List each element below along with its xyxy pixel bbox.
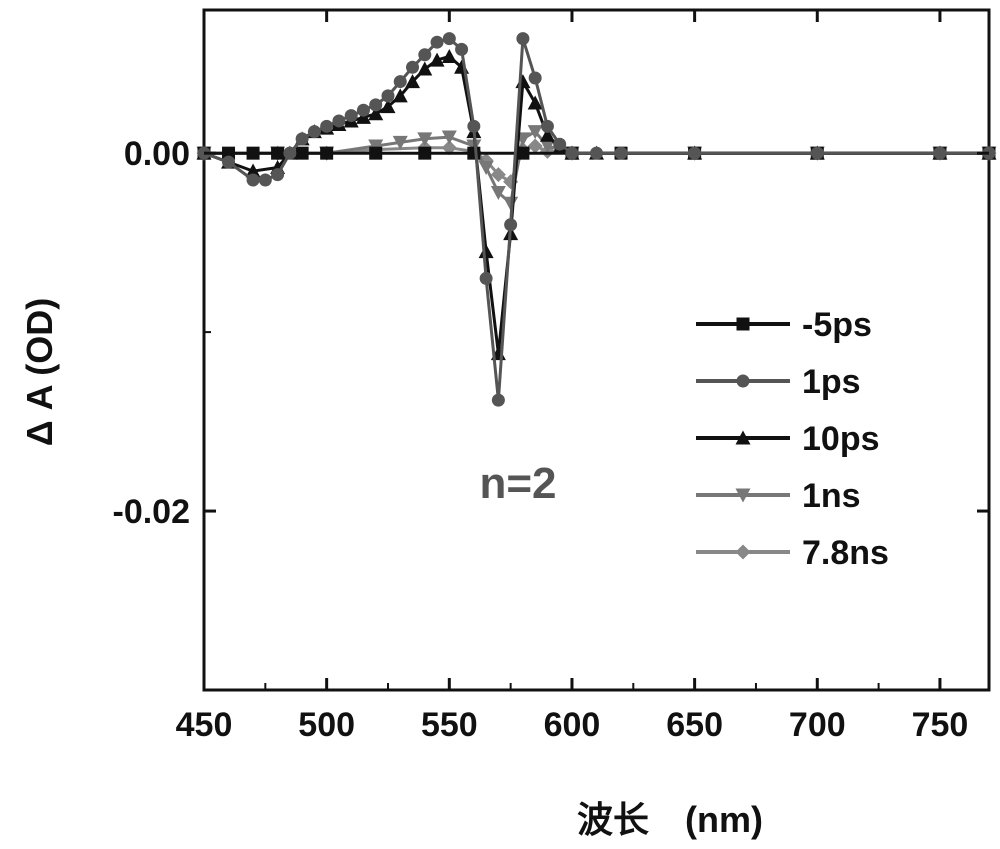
- series-1ps: [198, 32, 996, 406]
- plot-frame: [204, 10, 989, 690]
- x-tick-label: 750: [912, 706, 969, 744]
- data-point: [933, 147, 946, 160]
- x-tick-label: 550: [421, 706, 478, 744]
- legend-label: 1ps: [802, 363, 861, 401]
- data-point: [418, 48, 431, 61]
- data-point: [467, 120, 480, 133]
- series-line: [204, 39, 989, 401]
- data-point: [467, 147, 480, 160]
- data-point: [442, 49, 457, 63]
- data-point: [515, 74, 530, 88]
- legend-marker: [737, 318, 750, 331]
- annotation-n2: n=2: [479, 459, 556, 508]
- data-point: [296, 132, 309, 145]
- legend-marker: [736, 545, 751, 560]
- x-tick-label: 650: [666, 706, 723, 744]
- y-tick-label: 0.00: [124, 135, 190, 173]
- legend-item: 1ps: [696, 363, 861, 401]
- x-tick-label: 450: [176, 706, 233, 744]
- data-point: [565, 147, 578, 160]
- series-10ps: [197, 49, 997, 360]
- legend-item: 7.8ns: [696, 534, 889, 572]
- data-point: [308, 125, 321, 138]
- data-point: [406, 61, 419, 74]
- legend-label: -5ps: [802, 306, 872, 344]
- y-tick-label: -0.02: [113, 493, 191, 531]
- data-point: [332, 114, 345, 127]
- data-point: [431, 36, 444, 49]
- data-point: [283, 147, 296, 160]
- series-layer: [197, 32, 997, 406]
- x-tick-label: 500: [298, 706, 355, 744]
- data-point: [247, 147, 260, 160]
- data-point: [479, 244, 494, 258]
- series-line: [204, 132, 989, 204]
- data-point: [504, 218, 517, 231]
- data-point: [394, 75, 407, 88]
- data-point: [418, 147, 431, 160]
- x-tick-label: 700: [789, 706, 846, 744]
- legend-marker: [737, 375, 750, 388]
- data-point: [271, 168, 284, 181]
- data-point: [320, 147, 333, 160]
- data-point: [381, 89, 394, 102]
- data-point: [541, 120, 554, 133]
- data-point: [590, 147, 603, 160]
- legend-label: 10ps: [802, 420, 880, 458]
- data-point: [357, 104, 370, 117]
- data-point: [320, 120, 333, 133]
- legend-label: 1ns: [802, 477, 861, 515]
- data-point: [811, 147, 824, 160]
- data-point: [222, 156, 235, 169]
- data-point: [615, 147, 628, 160]
- data-point: [296, 147, 309, 160]
- data-point: [516, 32, 529, 45]
- x-axis-title: 波长 (nm): [577, 799, 763, 840]
- data-point: [345, 109, 358, 122]
- data-point: [271, 147, 284, 160]
- data-point: [688, 147, 701, 160]
- y-axis-title: Δ A (OD): [19, 298, 60, 447]
- data-point: [369, 147, 382, 160]
- x-tick-label: 600: [544, 706, 601, 744]
- legend: -5ps 1ps 10ps 1ns 7.8ns: [696, 306, 889, 572]
- data-point: [443, 32, 456, 45]
- data-point: [455, 43, 468, 56]
- legend-item: 1ns: [696, 477, 861, 515]
- legend-item: -5ps: [696, 306, 872, 344]
- data-point: [247, 174, 260, 187]
- data-point: [492, 394, 505, 407]
- data-point: [553, 138, 566, 151]
- data-point: [480, 272, 493, 285]
- data-point: [259, 174, 272, 187]
- data-point: [529, 72, 542, 85]
- legend-item: 10ps: [696, 420, 880, 458]
- legend-label: 7.8ns: [802, 534, 889, 572]
- data-point: [369, 98, 382, 111]
